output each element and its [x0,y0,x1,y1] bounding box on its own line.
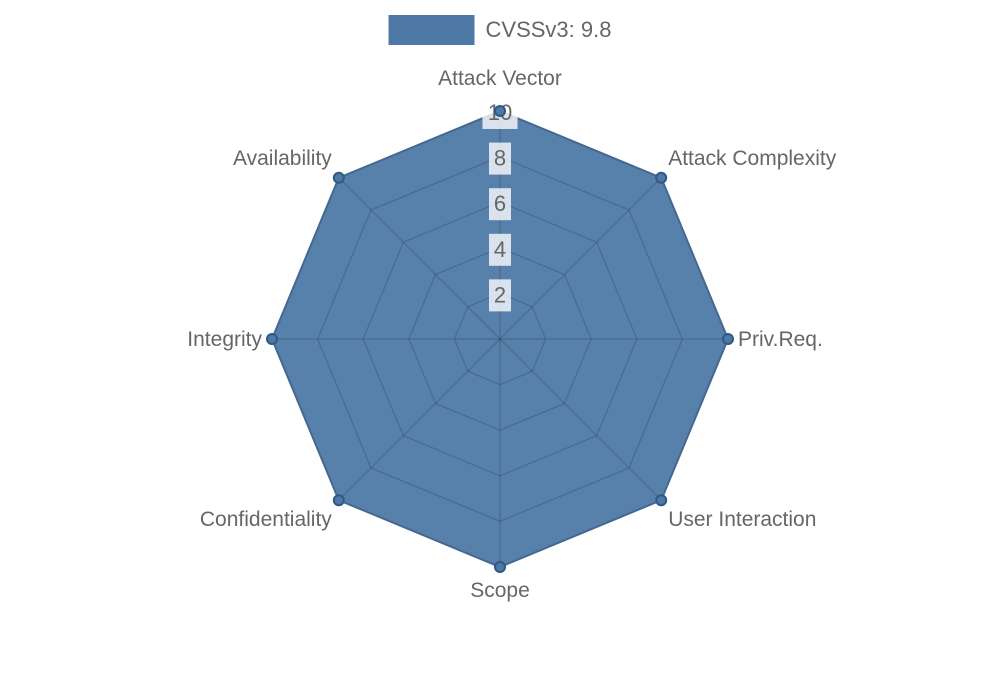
data-point[interactable] [655,494,668,507]
grid-spoke [499,177,662,340]
grid-spoke [338,338,501,501]
tick-label: 6 [494,191,506,216]
tick-backdrop [489,188,511,221]
axis-label-integrity: Integrity [187,328,262,351]
axis-label-priv-req: Priv.Req. [738,328,823,351]
axis-label-confidentiality: Confidentiality [200,508,332,531]
data-point[interactable] [722,333,734,345]
grid-ring [408,247,592,431]
tick-label: 4 [494,237,506,262]
data-point[interactable] [332,171,345,184]
tick-backdrop [489,279,511,312]
axis-label-attack-vector: Attack Vector [438,67,562,90]
legend-swatch [388,15,475,45]
chart-legend[interactable]: CVSSv3: 9.8 [388,15,612,45]
data-point[interactable] [655,171,668,184]
grid-ring [362,201,638,477]
data-point[interactable] [494,561,506,573]
grid-spoke [499,338,662,501]
axis-label-user-interaction: User Interaction [668,508,816,531]
legend-label: CVSSv3: 9.8 [485,17,612,42]
axis-label-scope: Scope [470,579,530,602]
data-point[interactable] [494,105,506,117]
radar-data-area [272,111,728,567]
tick-label: 2 [494,282,506,307]
axis-label-attack-complexity: Attack Complexity [668,147,837,170]
tick-label: 8 [494,146,506,171]
grid-spoke [338,177,501,340]
grid-ring [316,155,684,523]
data-point[interactable] [266,333,278,345]
tick-backdrop [489,233,511,266]
axis-label-availability: Availability [233,147,332,170]
data-point[interactable] [332,494,345,507]
grid-ring [453,292,547,386]
tick-backdrop [489,142,511,175]
